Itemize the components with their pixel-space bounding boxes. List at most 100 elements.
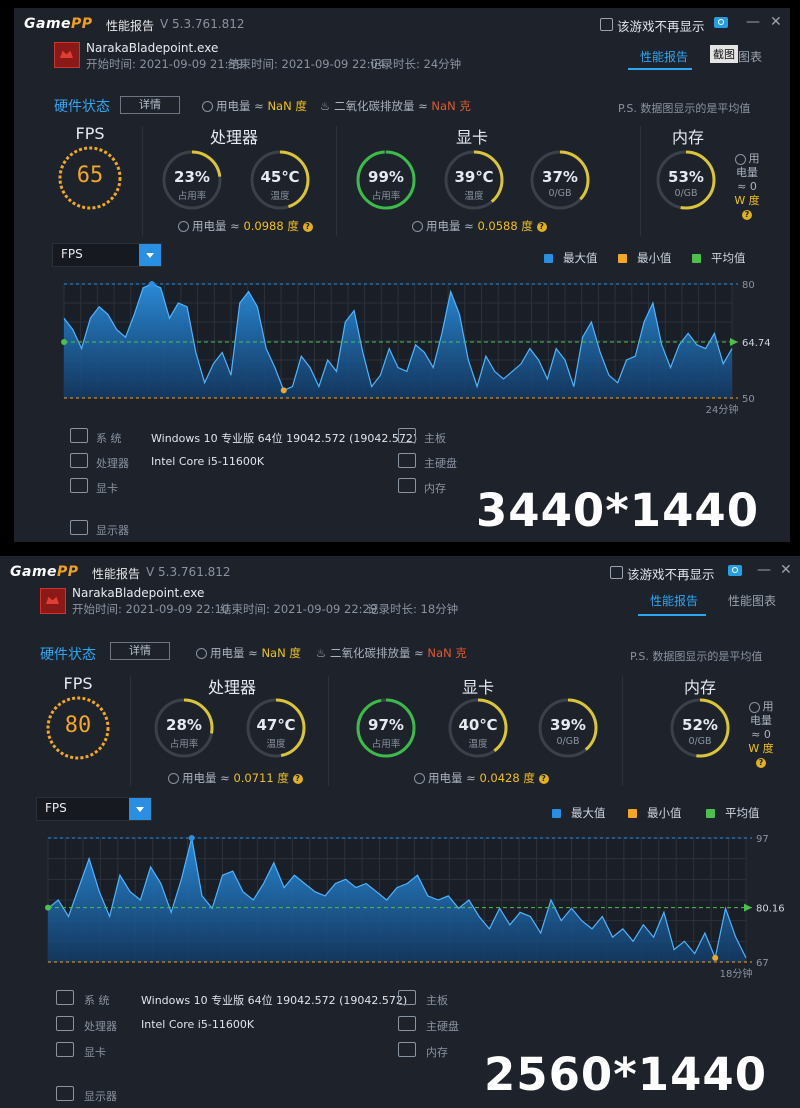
cpu-power: 用电量 ≈ 0.0988 度 ? [178, 218, 313, 234]
title-bar: GamePP 性能报告 V 5.3.761.812 该游戏不再显示 — ✕ [14, 8, 790, 40]
active-tab-underline [638, 614, 706, 616]
fps-line [47, 837, 747, 960]
version-label: V 5.3.761.812 [146, 565, 231, 579]
camera-icon[interactable] [728, 565, 742, 576]
tab-performance-chart[interactable]: 性能图表 [728, 594, 777, 608]
max-label: 80 [742, 280, 755, 291]
memory-arc [670, 698, 730, 758]
cpu-power: 用电量 ≈ 0.0711 度 ? [168, 770, 303, 786]
spec-gpu-label: 显卡 [96, 482, 118, 495]
spec-board-label: 主板 [424, 432, 446, 445]
no-show-checkbox[interactable] [610, 566, 623, 579]
spec-system-value: Windows 10 专业版 64位 19042.572 (19042.572) [151, 432, 418, 445]
cpu-temp-arc [246, 698, 306, 758]
help-icon[interactable]: ? [742, 210, 752, 220]
chevron-down-icon[interactable] [139, 244, 161, 266]
gpu-mem-arc [538, 698, 598, 758]
close-button[interactable]: ✕ [770, 14, 782, 30]
minimize-button[interactable]: — [757, 562, 771, 578]
cpu-icon [70, 453, 88, 468]
gpu-icon [56, 1042, 74, 1057]
system-icon [56, 990, 74, 1005]
cpu-temp-label: 温度 [270, 191, 290, 202]
fps-area [48, 838, 746, 962]
help-icon[interactable]: ? [292, 773, 303, 784]
cpu-temp-value: 47℃ [256, 716, 296, 734]
max-marker [148, 281, 155, 287]
memory-icon [398, 1042, 416, 1057]
help-icon[interactable]: ? [538, 773, 549, 784]
power-icon [178, 221, 189, 232]
spec-memory-label: 内存 [424, 482, 446, 495]
version-label: V 5.3.761.812 [160, 17, 245, 31]
gpu-mem-label: 0/GB [556, 736, 580, 747]
tab-performance-report[interactable]: 性能报告 [640, 50, 689, 64]
metric-dropdown[interactable]: FPS [52, 243, 162, 267]
help-icon[interactable]: ? [302, 221, 313, 232]
spec-system-label: 系 统 [96, 432, 122, 445]
legend-swatch [628, 809, 637, 818]
help-icon[interactable]: ? [756, 758, 766, 768]
tab-performance-chart[interactable]: 图表 [738, 50, 763, 64]
memory-heading: 内存 [671, 128, 704, 147]
cpu-temp-arc [250, 150, 310, 210]
legend-swatch [618, 254, 627, 263]
gamepp-logo: GamePP [10, 564, 79, 580]
gpu-usage-label: 占用率 [371, 191, 401, 202]
gpu-power: 用电量 ≈ 0.0588 度 ? [412, 218, 547, 234]
report-window-3440: GamePP 性能报告 V 5.3.761.812 该游戏不再显示 — ✕ Na… [14, 8, 790, 542]
fps-line [63, 283, 733, 392]
memory-value: 53% [668, 168, 704, 186]
fps-ring [46, 696, 110, 760]
title-tab[interactable]: 性能报告 [92, 567, 141, 581]
no-show-label: 该游戏不再显示 [617, 19, 705, 34]
fps-gauge: 65 [56, 144, 124, 212]
disk-icon [398, 453, 416, 468]
detail-button[interactable]: 详情 [120, 96, 180, 114]
power-icon [196, 648, 207, 659]
max-marker [188, 835, 195, 841]
ps-note: P.S. 数据图显示的是平均值 [630, 650, 763, 663]
spec-system-label: 系 统 [84, 994, 110, 1007]
gpu-temp-arc [448, 698, 508, 758]
divider [622, 676, 623, 786]
resolution-caption: 2560*1440 [484, 1048, 768, 1101]
divider [328, 676, 329, 786]
memory-value: 52% [682, 716, 718, 734]
gpu-mem-gauge: 39% 0/GB [536, 696, 600, 760]
close-button[interactable]: ✕ [780, 562, 792, 578]
detail-button[interactable]: 详情 [110, 642, 170, 660]
end-time: 结束时间: 2021-09-09 22:04 [228, 57, 386, 71]
fps-heading: FPS [75, 124, 105, 143]
hardware-status-label: 硬件状态 [40, 647, 96, 663]
title-tab[interactable]: 性能报告 [106, 19, 155, 33]
monitor-icon [56, 1086, 74, 1101]
power-icon [734, 153, 746, 165]
gpu-temp-gauge: 40℃ 温度 [446, 696, 510, 760]
gpu-power: 用电量 ≈ 0.0428 度 ? [414, 770, 549, 786]
monitor-icon [70, 520, 88, 535]
cpu-temp-value: 45℃ [260, 168, 300, 186]
metric-dropdown[interactable]: FPS [36, 797, 152, 821]
legend-avg: 平均值 [706, 805, 760, 821]
tab-performance-report[interactable]: 性能报告 [650, 594, 699, 608]
fps-value: 80 [64, 713, 92, 738]
cpu-heading: 处理器 [207, 678, 256, 697]
help-icon[interactable]: ? [536, 221, 547, 232]
process-name: NarakaBladepoint.exe [72, 586, 205, 600]
no-show-checkbox[interactable] [600, 18, 613, 31]
spec-monitor-label: 显示器 [84, 1090, 117, 1103]
camera-icon[interactable] [714, 17, 728, 28]
app-icon [54, 42, 80, 68]
chevron-down-icon[interactable] [129, 798, 151, 820]
cpu-usage-label: 占用率 [169, 739, 199, 750]
power-icon [412, 221, 423, 232]
spec-system-value: Windows 10 专业版 64位 19042.572 (19042.572) [141, 994, 408, 1007]
power-icon [168, 773, 179, 784]
cpu-usage-value: 28% [166, 716, 202, 734]
gpu-usage-arc [356, 150, 416, 210]
memory-gauge: 52% 0/GB [668, 696, 732, 760]
minimize-button[interactable]: — [746, 14, 760, 30]
dropdown-value: FPS [61, 247, 83, 261]
